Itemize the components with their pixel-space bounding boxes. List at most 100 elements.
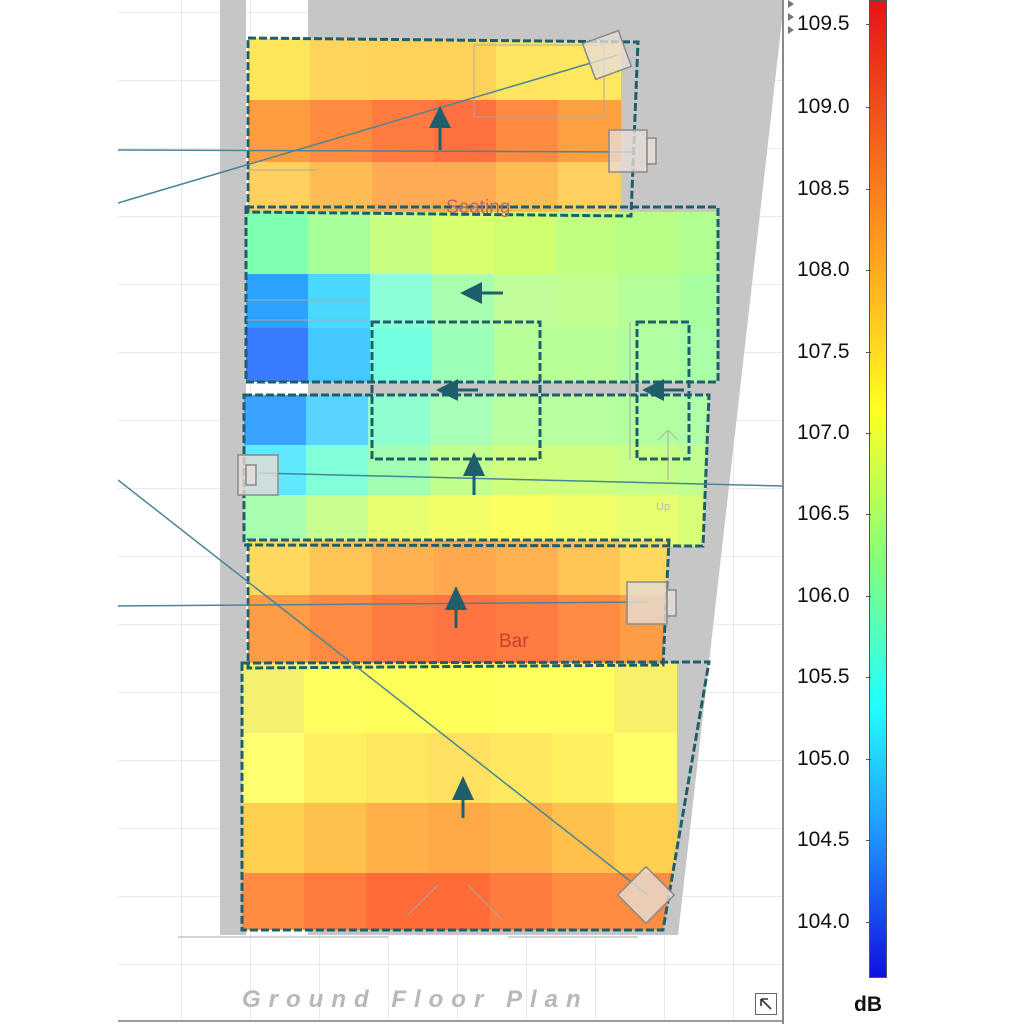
expand-corner-icon[interactable] bbox=[755, 993, 777, 1015]
heatmap-cell bbox=[430, 395, 493, 446]
floor-plan-canvas[interactable]: Seating Bar Up bbox=[118, 0, 782, 1022]
heatmap-cell bbox=[490, 733, 553, 804]
heatmap-cell bbox=[310, 100, 373, 163]
heatmap-cell bbox=[678, 395, 709, 446]
heatmap-cell bbox=[680, 274, 718, 329]
scroll-arrows-icon[interactable] bbox=[787, 0, 797, 40]
speaker-icon bbox=[608, 129, 657, 173]
heatmap-cell bbox=[496, 595, 559, 666]
heatmap-cell bbox=[434, 162, 497, 213]
heatmap-cell bbox=[434, 595, 497, 666]
heatmap-cell bbox=[246, 328, 309, 382]
legend-tick-label: 106.5 bbox=[797, 502, 850, 525]
heatmap-cell bbox=[432, 328, 495, 382]
heatmap-cell bbox=[246, 212, 309, 275]
heatmap-cell bbox=[428, 803, 491, 874]
heatmap-cell bbox=[306, 495, 369, 546]
heatmap-cell bbox=[490, 803, 553, 874]
heatmap-cell bbox=[244, 495, 307, 546]
heatmap-cell bbox=[558, 595, 621, 666]
heatmap-cell bbox=[304, 873, 367, 930]
legend-tick-label: 107.0 bbox=[797, 421, 850, 444]
direction-arrows bbox=[429, 106, 684, 818]
heatmap-cell bbox=[618, 212, 681, 275]
legend-tick-mark bbox=[866, 596, 871, 597]
legend-unit-label: dB bbox=[854, 993, 882, 1016]
heatmap-cell bbox=[492, 445, 555, 496]
heatmap-cell bbox=[372, 162, 435, 213]
heatmap-cell bbox=[554, 495, 617, 546]
heatmap-cell bbox=[248, 540, 311, 596]
heatmap-cell bbox=[430, 445, 493, 496]
legend-tick-label: 105.0 bbox=[797, 747, 850, 770]
heatmap-cell bbox=[552, 663, 615, 734]
heatmap-cell bbox=[304, 803, 367, 874]
heatmap-cell bbox=[556, 328, 619, 382]
heatmap-cell bbox=[306, 445, 369, 496]
legend-tick-mark bbox=[866, 270, 871, 271]
heatmap-cell bbox=[248, 38, 311, 101]
heatmap-cell bbox=[366, 803, 429, 874]
heatmap-cell bbox=[680, 328, 718, 382]
heatmap-cell bbox=[372, 100, 435, 163]
heatmap-cell bbox=[366, 733, 429, 804]
heatmap-cell bbox=[370, 328, 433, 382]
heatmap-cell bbox=[372, 38, 435, 101]
heatmap-cell bbox=[552, 873, 615, 930]
legend-tick-mark bbox=[866, 24, 871, 25]
legend-tick-mark bbox=[866, 514, 871, 515]
legend-tick-mark bbox=[866, 433, 871, 434]
heatmap-cell bbox=[496, 162, 559, 213]
heatmap-cell bbox=[368, 495, 431, 546]
heatmap-cell bbox=[554, 395, 617, 446]
heatmap-cell bbox=[242, 733, 305, 804]
heatmap-cell bbox=[618, 274, 681, 329]
legend-tick-mark bbox=[866, 759, 871, 760]
heatmap-zone bbox=[242, 663, 677, 930]
heatmap-zone bbox=[246, 212, 718, 382]
legend-tick-mark bbox=[866, 352, 871, 353]
legend-tick-mark bbox=[866, 922, 871, 923]
room-label-seating: Seating bbox=[446, 197, 510, 218]
heatmap-cell bbox=[242, 663, 305, 734]
heatmap-cell bbox=[366, 873, 429, 930]
heatmap-cell bbox=[494, 274, 557, 329]
legend-tick-mark bbox=[866, 677, 871, 678]
heatmap-cell bbox=[614, 803, 677, 874]
speaker-icon bbox=[237, 454, 279, 496]
heatmap-cell bbox=[552, 733, 615, 804]
heatmap-cell bbox=[370, 212, 433, 275]
heatmap-cell bbox=[242, 873, 305, 930]
heatmap-cell bbox=[614, 663, 677, 734]
heatmap-cell bbox=[496, 540, 559, 596]
heatmap-cell bbox=[432, 274, 495, 329]
heatmap-cell bbox=[244, 395, 307, 446]
heatmap-cell bbox=[248, 100, 311, 163]
speaker-icon bbox=[626, 581, 677, 625]
heatmap-zone bbox=[244, 395, 709, 546]
color-scale-bar bbox=[869, 0, 887, 978]
heatmap-cell bbox=[616, 445, 679, 496]
heatmap-cell bbox=[552, 803, 615, 874]
heatmap-cell bbox=[434, 100, 497, 163]
legend-tick-mark bbox=[866, 840, 871, 841]
heatmap-cell bbox=[492, 395, 555, 446]
viewport-border bbox=[118, 1020, 784, 1022]
heatmap-cell bbox=[430, 495, 493, 546]
heatmap-cell bbox=[492, 495, 555, 546]
speaker-icons bbox=[237, 29, 677, 925]
heatmap-cell bbox=[310, 38, 373, 101]
heatmap-cell bbox=[368, 445, 431, 496]
heatmap-cell bbox=[308, 328, 371, 382]
heatmap-cell bbox=[370, 274, 433, 329]
heatmap-cell bbox=[616, 395, 679, 446]
floor-plan-viewport[interactable]: Seating Bar Up bbox=[118, 0, 782, 1022]
speaker-icon bbox=[581, 29, 633, 81]
faint-architecture bbox=[178, 44, 679, 938]
heatmap-cell bbox=[304, 663, 367, 734]
heatmap-cell bbox=[618, 328, 681, 382]
legend-tick-label: 106.0 bbox=[797, 584, 850, 607]
heatmap-cell bbox=[680, 212, 718, 275]
room-label-bar: Bar bbox=[499, 631, 529, 652]
heatmap-zone bbox=[248, 38, 621, 213]
